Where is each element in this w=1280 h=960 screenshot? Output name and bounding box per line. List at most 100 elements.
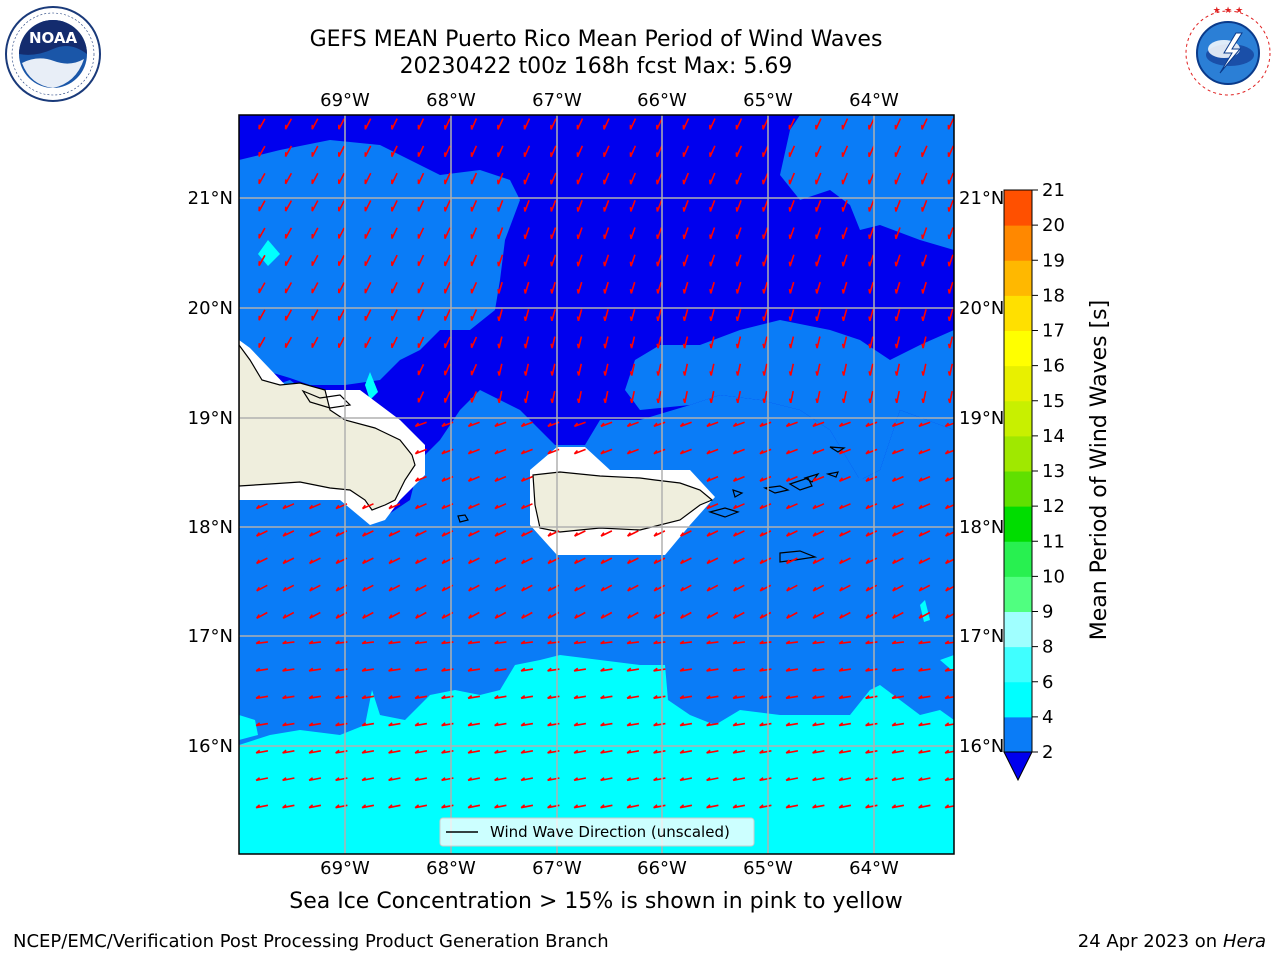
lat-label: 21°N [959,188,1004,209]
wind-wave-arrow [520,421,533,428]
wind-wave-arrow [762,309,768,322]
colorbar-segment [1004,611,1032,648]
wind-wave-arrow [706,475,719,482]
wind-wave-arrow [258,336,266,348]
colorbar-under-extension [1003,751,1033,782]
wind-wave-arrow [361,557,374,565]
wind-wave-arrow [255,695,269,700]
wind-wave-arrow [732,695,746,700]
wind-wave-arrow [573,448,586,455]
wind-wave-arrow [944,777,954,782]
wind-wave-arrow [494,777,507,782]
wind-wave-arrow [468,584,480,592]
wind-wave-arrow [388,557,401,565]
wind-wave-arrow [444,145,451,158]
wind-wave-arrow [706,448,719,455]
wind-wave-arrow [709,281,715,294]
wind-wave-arrow [603,336,609,349]
wind-wave-arrow [626,722,640,727]
wind-wave-arrow [626,804,640,809]
wind-wave-arrow [629,309,636,322]
wind-wave-arrow [626,557,639,565]
wind-wave-arrow [444,391,451,403]
wind-wave-arrow [388,695,401,700]
wind-wave-arrow [497,390,503,404]
wind-wave-arrow [786,584,798,592]
wind-wave-arrow [709,363,715,376]
colorbar-segment [1004,190,1032,226]
wind-wave-arrow [282,804,295,809]
wind-wave-arrow [812,749,825,754]
wind-wave-arrow [947,336,954,349]
wind-wave-arrow [656,118,663,130]
wind-wave-arrow [258,309,266,321]
wind-wave-arrow [653,667,666,672]
wind-wave-arrow [520,777,534,782]
colorbar-segment [1004,646,1032,683]
wind-wave-arrow [679,557,692,565]
wind-wave-arrow [732,557,745,565]
wind-wave-arrow [865,475,878,482]
wind-wave-arrow [894,118,902,130]
wind-wave-arrow [258,200,266,212]
wind-wave-arrow [759,448,772,455]
wind-wave-arrow [338,118,345,130]
wind-wave-arrow [364,200,372,212]
wind-wave-arrow [706,503,719,510]
colorbar-segment [1004,260,1032,296]
wind-wave-arrow [706,667,719,672]
wind-wave-arrow [653,611,666,620]
wind-wave-arrow [762,200,769,212]
wind-wave-arrow [709,118,716,130]
wind-wave-arrow [682,336,689,349]
wind-wave-arrow [732,475,745,482]
wind-wave-arrow [841,281,848,294]
wind-wave-arrow [497,254,504,267]
wind-wave-arrow [656,172,663,185]
wind-wave-arrow [626,667,640,672]
wind-wave-arrow [470,336,478,349]
wind-wave-arrow [417,336,425,349]
wind-wave-arrow [762,227,769,240]
land-hispaniola [239,343,416,511]
wind-wave-arrow [364,282,372,294]
wind-wave-arrow [947,227,954,240]
wind-wave-arrow [391,227,398,239]
wind-wave-arrow [653,804,666,809]
wind-wave-arrow [311,172,319,185]
wind-wave-arrow [921,254,928,267]
wind-wave-arrow [947,118,954,130]
wind-wave-arrow [574,611,586,620]
wind-wave-arrow [947,363,954,376]
wind-wave-arrow [788,227,795,240]
wind-wave-arrow [894,281,901,294]
colorbar-tick-label: 12 [1042,496,1065,517]
wind-wave-arrow [891,777,905,782]
map-frame [238,114,955,855]
wind-wave-arrow [417,254,425,267]
wind-wave-arrow [255,777,269,782]
lon-label: 65°W [743,90,793,111]
colorbar-tick-label: 21 [1042,180,1065,201]
wind-wave-arrow [417,391,425,403]
wind-wave-arrow [603,254,610,267]
wind-wave-arrow [788,281,795,294]
wind-wave-arrow [944,558,954,565]
wind-wave-arrow [788,172,796,185]
wind-wave-arrow [444,309,451,321]
wind-wave-arrow [894,200,901,212]
wind-wave-arrow [255,640,269,645]
wind-wave-arrow [891,448,904,455]
wind-wave-arrow [311,282,319,294]
wind-wave-arrow [868,172,875,185]
wind-wave-arrow [388,640,401,645]
wind-wave-arrow [284,254,293,267]
wind-wave-arrow [891,530,904,537]
land-puerto-rico [532,471,714,533]
wind-wave-arrow [656,390,662,404]
wind-wave-arrow [467,503,480,510]
wind-wave-arrow [839,611,851,620]
wind-wave-arrow [868,118,875,130]
wind-wave-arrow [733,584,745,592]
wind-wave-arrow [417,227,425,239]
